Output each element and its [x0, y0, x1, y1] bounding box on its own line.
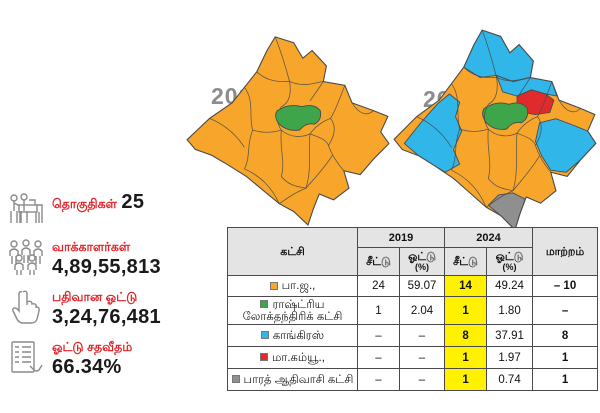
- votes-2024-cell: 49.24: [486, 275, 534, 297]
- seats-2019-cell: –: [357, 324, 400, 347]
- stat-label: பதிவான ஓட்டு: [52, 290, 138, 304]
- seats-2024-cell: 8: [444, 324, 488, 347]
- table-row-congress: காங்கிரஸ் – – 8 37.91 8: [227, 324, 599, 347]
- seats-2019-cell: –: [357, 368, 400, 391]
- stat-label: ஓட்டு சதவீதம்: [52, 340, 133, 354]
- party-name-cell: மா.கம்யூ.,: [227, 346, 358, 369]
- stat-value: 4,89,55,813: [52, 256, 161, 278]
- party-color-swatch: [260, 331, 269, 340]
- stat-label: தொகுதிகள்: [52, 197, 117, 211]
- ballot-list-icon: [6, 338, 46, 376]
- change-cell: 1: [532, 368, 599, 391]
- seats-2019-cell: 1: [357, 296, 400, 325]
- map-region-rlp-2024: [483, 103, 528, 130]
- table-header-metrics: சீட்டு ஓட்டு (%) சீட்டு ஓட்டு (%): [228, 247, 598, 276]
- party-color-swatch: [231, 375, 240, 384]
- polling-booth-icon: [6, 191, 46, 229]
- party-color-swatch: [260, 300, 269, 309]
- voting-hand-icon: [6, 288, 46, 326]
- seats-2024-cell: 14: [444, 275, 488, 297]
- votes-2019-cell: –: [398, 368, 446, 391]
- table-row-rlp: ராஷ்ட்ரிய லோக்தந்திரிக் கட்சி 1 2.04 1 1…: [227, 296, 599, 325]
- map-region-rlp-2019: [276, 105, 321, 130]
- votes-2019-cell: –: [398, 324, 446, 347]
- change-cell: 1: [532, 346, 599, 369]
- seats-2024-cell: 1: [444, 368, 488, 391]
- stat-voters: வாக்காளர்கள் 4,89,55,813: [6, 238, 186, 279]
- stats-panel: தொகுதிகள் 25 வாக்காளர்கள் 4,89,55,813: [6, 191, 186, 388]
- map-region-congress-north: [464, 30, 534, 81]
- stat-label: வாக்காளர்கள்: [52, 240, 131, 254]
- votes-2024-cell: 1.97: [486, 346, 534, 369]
- stat-votes-polled: பதிவான ஓட்டு 3,24,76,481: [6, 288, 186, 329]
- header-change: மாற்றம்: [532, 227, 599, 276]
- header-2024: 2024: [444, 227, 534, 248]
- seats-2019-cell: –: [357, 346, 400, 369]
- rajasthan-map-2024: [390, 26, 600, 232]
- stat-vote-share: ஓட்டு சதவீதம் 66.34%: [6, 338, 186, 379]
- state-outline: [187, 37, 389, 225]
- header-2019: 2019: [356, 227, 446, 248]
- votes-2019-cell: 59.07: [398, 275, 446, 297]
- district-boundaries: [417, 30, 581, 207]
- district-boundaries: [210, 37, 374, 204]
- change-cell: –: [532, 296, 599, 325]
- seats-2024-cell: 1: [444, 346, 488, 369]
- party-name-cell: பா.ஜ.,: [227, 275, 358, 297]
- header-votes-2019: ஓட்டு (%): [398, 247, 446, 276]
- votes-2024-cell: 0.74: [486, 368, 534, 391]
- header-party: கட்சி: [227, 227, 358, 276]
- table-row-bjp: பா.ஜ., 24 59.07 14 49.24 – 10: [227, 275, 599, 297]
- voters-group-icon: [6, 238, 46, 276]
- stat-value: 25: [121, 191, 145, 213]
- votes-2019-cell: –: [398, 346, 446, 369]
- seats-2024-cell: 1: [444, 296, 488, 325]
- change-cell: 8: [532, 324, 599, 347]
- change-cell: – 10: [532, 275, 599, 297]
- party-name-cell: ராஷ்ட்ரிய லோக்தந்திரிக் கட்சி: [227, 296, 358, 325]
- table-row-bap: பாரத் ஆதிவாசி கட்சி – – 1 0.74 1: [227, 368, 599, 391]
- votes-2019-cell: 2.04: [398, 296, 446, 325]
- header-seats-2019: சீட்டு: [357, 247, 400, 276]
- party-name-cell: காங்கிரஸ்: [227, 324, 358, 347]
- rajasthan-map-2019: [183, 33, 393, 227]
- party-color-swatch: [269, 281, 278, 290]
- table-header-years: கட்சி 2019 2024 மாற்றம்: [227, 227, 599, 276]
- votes-2024-cell: 37.91: [486, 324, 534, 347]
- header-seats-2024: சீட்டு: [444, 247, 488, 276]
- stat-value: 3,24,76,481: [52, 306, 161, 328]
- table-row-cpm: மா.கம்யூ., – – 1 1.97 1: [227, 346, 599, 369]
- party-name-cell: பாரத் ஆதிவாசி கட்சி: [227, 368, 358, 391]
- stat-value: 66.34%: [52, 356, 122, 378]
- seats-2019-cell: 24: [357, 275, 400, 297]
- state-outline: [394, 30, 596, 230]
- stat-constituencies: தொகுதிகள் 25: [6, 191, 186, 229]
- results-table: கட்சி 2019 2024 மாற்றம் சீட்டு ஓட்டு (%) …: [227, 227, 599, 391]
- votes-2024-cell: 1.80: [486, 296, 534, 325]
- header-votes-2024: ஓட்டு (%): [486, 247, 534, 276]
- party-color-swatch: [260, 353, 269, 362]
